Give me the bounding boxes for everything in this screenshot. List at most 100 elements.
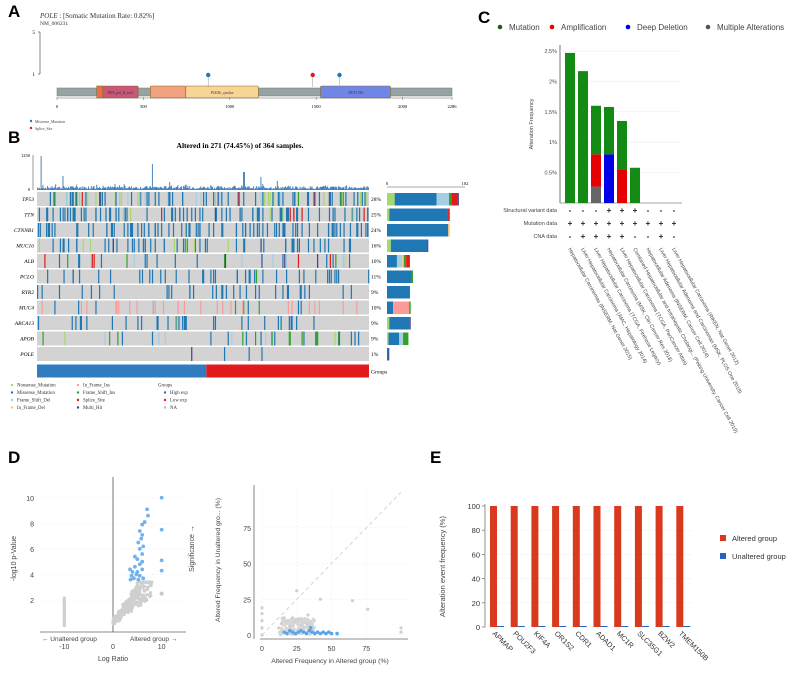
- tmb-bar: [80, 188, 82, 190]
- mutation-cell: [199, 223, 201, 237]
- stacked-bar-segment: [617, 120, 627, 170]
- bar-unaltered-group: [517, 626, 525, 627]
- nonsignificant-point: [128, 597, 132, 601]
- x-tick-label: 0: [111, 644, 115, 651]
- tmb-bar: [324, 186, 326, 190]
- legend-label: Multiple Alterations: [717, 23, 784, 32]
- mutation-cell: [343, 254, 345, 268]
- mutation-cell: [296, 223, 299, 237]
- mutation-cell: [126, 207, 128, 222]
- mutation-cell: [297, 254, 300, 268]
- mutation-cell: [85, 207, 87, 222]
- legend-marker: [497, 24, 503, 30]
- tmb-bar: [88, 188, 90, 190]
- tmb-bar: [102, 185, 104, 190]
- tmb-bar: [212, 186, 214, 190]
- gray-point: [260, 611, 264, 616]
- gray-point: [303, 616, 307, 621]
- legend-label: Unaltered group: [732, 552, 786, 561]
- mutation-cell: [85, 192, 87, 206]
- category-label: ADAD1: [594, 629, 618, 653]
- tmb-bar: [321, 186, 323, 190]
- tmb-bar: [120, 187, 121, 190]
- tmb-bar: [170, 186, 172, 190]
- significant-point: [335, 631, 339, 636]
- mutation-cell: [254, 192, 257, 206]
- mutation-cell: [208, 223, 210, 237]
- mutation-cell: [81, 192, 83, 206]
- gene-label: POLE: [19, 352, 34, 358]
- mutation-cell: [90, 285, 93, 299]
- significance-label: Significance →: [189, 525, 196, 572]
- mutation-cell: [224, 254, 227, 268]
- mutation-cell: [66, 192, 68, 206]
- tmb-bar: [208, 188, 210, 190]
- mutation-cell: [339, 192, 342, 206]
- mutation-cell: [258, 300, 260, 315]
- side-bar-segment: [387, 193, 395, 206]
- tmb-bar: [41, 188, 43, 190]
- tmb-bar: [318, 187, 320, 190]
- mutation-cell: [340, 192, 342, 206]
- legend-marker: [76, 398, 80, 402]
- tmb-bar: [140, 188, 142, 190]
- mutation-cell: [167, 192, 169, 206]
- mutation-cell: [161, 207, 163, 222]
- gene-label: CTNNB1: [14, 228, 34, 234]
- tmb-bar: [182, 188, 183, 190]
- y-tick-label: 2%: [549, 79, 557, 85]
- mutation-cell: [171, 207, 174, 222]
- tmb-bar: [173, 187, 175, 190]
- mutation-cell: [282, 254, 284, 268]
- altered-group-label: Altered group →: [130, 636, 177, 643]
- x-tick-label: 500: [140, 104, 148, 109]
- mutation-cell: [308, 285, 311, 299]
- gray-point: [350, 599, 354, 603]
- mutation-cell: [336, 269, 338, 284]
- tmb-bar: [146, 186, 148, 190]
- tmb-bar: [248, 186, 250, 190]
- legend-label: In_Frame_Ins: [83, 384, 110, 389]
- tmb-bar: [358, 187, 359, 190]
- mutation-cell: [175, 316, 177, 330]
- mutation-cell: [359, 192, 362, 206]
- x-tick-label: 75: [362, 646, 370, 653]
- mutation-cell: [225, 285, 228, 299]
- mutation-cell: [234, 300, 237, 315]
- x-tick-label: 2286: [448, 104, 458, 109]
- gray-point: [311, 617, 316, 621]
- tmb-bar: [151, 187, 152, 190]
- mutation-cell: [352, 207, 354, 222]
- y-tick-label: 25: [243, 597, 251, 604]
- mutation-cell: [216, 300, 218, 315]
- mutation-cell: [59, 207, 62, 222]
- nonsignificant-point: [135, 581, 139, 585]
- mutation-cell: [194, 207, 196, 222]
- tmb-bar: [94, 188, 96, 190]
- mutation-cell: [247, 316, 249, 330]
- nonsignificant-point: [142, 588, 146, 592]
- bar-unaltered-group: [559, 626, 567, 627]
- mutation-cell: [213, 269, 215, 284]
- gray-point: [277, 626, 281, 630]
- nonsignificant-point: [134, 586, 138, 590]
- tmb-bar: [234, 185, 235, 190]
- mutation-cell: [168, 285, 170, 299]
- bar-altered-group: [676, 506, 684, 627]
- mutation-cell: [188, 223, 190, 237]
- significant-point: [130, 570, 135, 574]
- mutation-cell: [161, 223, 163, 237]
- mutation-cell: [205, 192, 207, 206]
- mutation-cell: [239, 207, 241, 222]
- nonsignificant-point: [159, 591, 164, 596]
- enrichment-plots: 2 4 6 8 10 -10 0 10 Log Ratio ← Unaltered group Al…: [11, 477, 408, 665]
- tmb-bar: [64, 187, 66, 190]
- significant-point: [133, 564, 137, 569]
- mutation-cell: [283, 223, 285, 237]
- mutation-cell: [272, 254, 274, 268]
- mutation-cell: [130, 223, 133, 237]
- data-availability-mark: +: [659, 232, 664, 241]
- mutation-cell: [109, 207, 112, 222]
- tmb-bar: [264, 187, 266, 190]
- mutation-cell: [158, 331, 160, 346]
